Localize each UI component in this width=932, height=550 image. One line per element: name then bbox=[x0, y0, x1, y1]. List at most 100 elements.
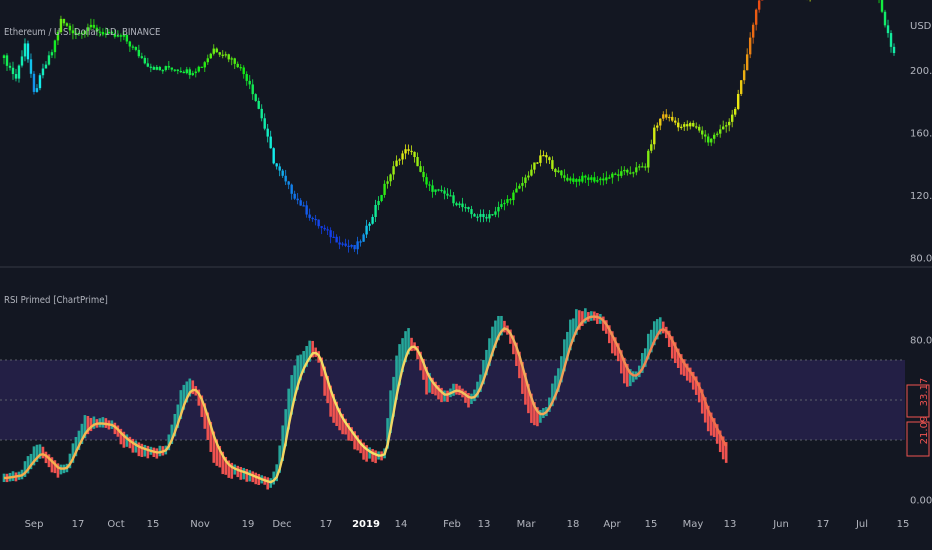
rsi-bar bbox=[422, 358, 425, 380]
rsi-bar bbox=[212, 431, 216, 463]
price-y-tick: 200.00 bbox=[910, 66, 932, 77]
rsi-bar bbox=[182, 384, 186, 410]
rsi-bar bbox=[521, 362, 524, 394]
rsi-bar bbox=[350, 427, 353, 442]
price-candle bbox=[689, 123, 692, 127]
price-candle bbox=[521, 183, 524, 186]
price-candle bbox=[892, 46, 896, 54]
price-candle bbox=[122, 34, 126, 37]
rsi-bar bbox=[239, 466, 243, 480]
price-candle bbox=[407, 149, 410, 151]
price-candle bbox=[257, 100, 260, 109]
price-candle bbox=[698, 126, 701, 131]
rsi-bar bbox=[371, 449, 374, 462]
price-candle bbox=[626, 169, 629, 173]
rsi-bar bbox=[230, 462, 234, 479]
rsi-bar bbox=[703, 397, 707, 423]
rsi-bar bbox=[530, 393, 533, 423]
price-candle bbox=[722, 126, 725, 130]
rsi-bar bbox=[200, 395, 204, 418]
rsi-bar bbox=[632, 371, 635, 383]
price-candle bbox=[131, 46, 135, 48]
rsi-bar bbox=[236, 465, 240, 478]
time-axis-tick: Nov bbox=[190, 519, 210, 530]
time-axis-tick: Jun bbox=[772, 519, 789, 530]
price-candle bbox=[200, 66, 203, 68]
price-candle bbox=[590, 177, 593, 180]
price-candle bbox=[305, 205, 308, 215]
rsi-bar bbox=[536, 407, 539, 427]
time-axis-tick: 13 bbox=[724, 519, 737, 530]
price-candle bbox=[599, 178, 602, 181]
rsi-bar bbox=[365, 445, 368, 462]
rsi-bar bbox=[242, 467, 246, 480]
price-candle bbox=[629, 172, 632, 174]
rsi-bar bbox=[476, 381, 479, 398]
price-candles bbox=[2, 0, 896, 255]
price-candle bbox=[596, 180, 599, 182]
rsi-bar bbox=[143, 444, 147, 457]
rsi-bar bbox=[257, 473, 261, 486]
price-candle bbox=[536, 162, 539, 164]
price-candle bbox=[608, 177, 611, 179]
price-candle bbox=[713, 134, 716, 139]
time-axis-tick: 18 bbox=[567, 519, 580, 530]
price-candle bbox=[71, 30, 75, 34]
rsi-bar bbox=[119, 428, 123, 445]
price-candle bbox=[209, 53, 212, 59]
rsi-bar bbox=[167, 434, 171, 451]
rsi-bar bbox=[251, 471, 255, 483]
price-candle bbox=[110, 31, 114, 34]
price-candle bbox=[578, 179, 581, 182]
price-candle bbox=[272, 148, 275, 164]
price-candle bbox=[560, 170, 563, 176]
price-candle bbox=[880, 0, 884, 12]
price-candle bbox=[275, 163, 278, 167]
rsi-bar bbox=[709, 412, 713, 436]
price-candle bbox=[68, 25, 72, 31]
price-candle bbox=[14, 74, 18, 79]
rsi-bars bbox=[2, 308, 728, 490]
rsi-bar bbox=[386, 418, 389, 449]
price-candle bbox=[674, 120, 677, 123]
price-candle bbox=[665, 114, 668, 118]
rsi-bar bbox=[134, 440, 138, 453]
price-candle bbox=[41, 68, 45, 76]
rsi-bar bbox=[293, 365, 296, 402]
price-candle bbox=[299, 200, 302, 206]
rsi-bar bbox=[575, 309, 578, 335]
time-axis[interactable]: Sep 17 Oct 15 Nov 19 Dec 17 2019 14 Feb 13 Mar 18 Apr 1… bbox=[25, 519, 910, 530]
price-y-axis[interactable]: 80.00 120.00 160.00 200.00 bbox=[910, 66, 932, 265]
price-candle bbox=[239, 67, 242, 69]
rsi-bar bbox=[509, 329, 512, 344]
rsi-bar bbox=[131, 438, 135, 453]
price-candle bbox=[587, 177, 590, 180]
time-axis-tick: May bbox=[683, 519, 704, 530]
price-candle bbox=[104, 33, 108, 35]
rsi-bar bbox=[497, 315, 500, 341]
price-candle bbox=[554, 168, 557, 173]
price-candle bbox=[704, 134, 707, 137]
price-candle bbox=[203, 62, 206, 68]
rsi-y-axis[interactable]: 0.00 80.00 bbox=[910, 336, 932, 507]
price-candle bbox=[146, 63, 150, 67]
price-candle bbox=[733, 108, 737, 115]
price-candle bbox=[212, 48, 215, 54]
price-candle bbox=[581, 175, 584, 182]
rsi-bar bbox=[655, 319, 659, 340]
price-candle bbox=[392, 166, 395, 175]
time-axis-tick: 17 bbox=[72, 519, 85, 530]
price-candle bbox=[302, 205, 305, 207]
rsi-bar bbox=[101, 417, 105, 428]
price-candle bbox=[65, 23, 69, 26]
price-candle bbox=[311, 217, 314, 220]
price-candle bbox=[365, 225, 368, 235]
rsi-bar bbox=[335, 401, 338, 427]
time-axis-tick: Dec bbox=[272, 519, 291, 530]
rsi-bar bbox=[215, 439, 219, 466]
rsi-bar bbox=[614, 337, 617, 356]
rsi-bar bbox=[176, 404, 180, 428]
price-candle bbox=[389, 174, 392, 182]
